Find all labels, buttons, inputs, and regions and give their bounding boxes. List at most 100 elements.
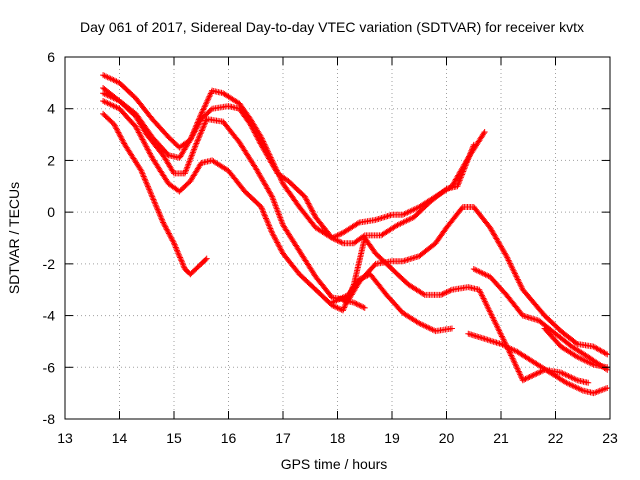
data-point-marks [470,204,493,230]
y-tick-label: 0 [47,204,55,220]
data-point-marks [487,273,509,297]
data-point-marks [416,241,438,260]
data-point-marks [558,328,579,346]
data-series [100,72,611,397]
data-point-marks [487,224,509,258]
data-point-marks [100,110,116,127]
data-point-marks [116,105,138,129]
data-point-marks [503,291,525,318]
x-tick-label: 22 [548,430,564,446]
data-point-marks [361,235,378,256]
data-point-end [361,304,368,311]
data-point-marks [574,341,595,350]
x-tick-label: 21 [493,430,509,446]
x-tick-label: 18 [330,430,346,446]
data-point-marks [568,343,590,360]
data-point-marks [220,90,241,106]
data-point-marks [203,116,225,125]
data-point-marks [443,205,465,231]
y-axis-label: SDTVAR / TECUs [6,182,22,294]
data-point-marks [100,98,121,111]
series-track-7 [340,297,368,311]
data-point-marks [329,235,345,246]
x-tick-label: 13 [57,430,73,446]
data-point-marks [421,291,443,298]
data-point-marks [149,154,171,186]
data-point-marks [116,79,138,101]
data-point-marks [296,271,318,292]
data-point-marks [350,299,367,311]
data-point-marks [160,219,177,245]
data-point-marks [225,167,247,194]
series-track-8 [470,266,611,373]
data-point-marks [100,85,122,103]
data-point-marks [138,167,155,199]
data-point-marks [367,271,389,297]
data-point-marks [345,277,362,298]
data-point-marks [503,253,526,292]
data-point-end [585,379,592,386]
data-point-marks [389,266,411,287]
data-point-marks [519,312,541,324]
data-point-marks [187,262,203,278]
series-track-2 [100,90,477,247]
data-point-end [481,128,488,135]
data-point-marks [121,141,144,173]
data-point-marks [280,180,302,209]
data-point-marks [187,161,204,185]
data-point-marks [438,287,454,298]
data-point-marks [454,143,477,190]
data-point-marks [508,353,526,382]
data-point-marks [236,139,258,170]
data-point-marks [296,204,318,230]
data-point-marks [399,204,421,218]
y-tick-label: -2 [43,256,56,272]
x-tick-label: 17 [275,430,291,446]
data-point-marks [241,188,263,209]
data-point-marks [356,217,377,226]
data-point-marks [399,310,421,326]
data-point-marks [519,286,547,318]
data-point-marks [410,199,432,221]
data-point-marks [192,117,210,148]
data-point-marks [476,286,498,325]
data-point-marks [547,369,568,385]
x-tick-label: 23 [602,430,618,446]
data-point-marks [312,214,334,240]
data-point-marks [280,222,302,253]
data-point-marks [405,281,427,297]
series-track-3 [100,85,611,358]
data-point-marks [247,121,264,147]
data-point-marks [269,193,286,227]
data-point-marks [432,325,454,335]
data-point-marks [149,134,171,158]
data-point-marks [176,138,193,161]
data-point-marks [399,253,421,265]
data-point-marks [541,312,563,333]
data-point-marks [247,116,264,139]
y-tick-label: 4 [47,101,55,117]
series-track-9 [465,330,611,397]
data-point-marks [350,233,367,247]
data-point-marks [498,341,519,355]
data-point-marks [280,250,302,276]
data-point-marks [198,106,214,123]
data-point-end [448,325,455,332]
x-tick-label: 15 [166,430,182,446]
data-point-marks [378,222,400,239]
data-point-marks [149,116,171,139]
data-point-marks [143,131,166,157]
data-point-marks [312,273,334,300]
x-tick-label: 19 [384,430,400,446]
data-point-marks [111,121,128,147]
data-point-marks [536,317,558,336]
data-point-marks [301,193,318,219]
data-point-marks [187,117,204,143]
data-point-marks [514,348,536,365]
y-tick-label: 2 [47,152,55,168]
x-tick-label: 16 [221,430,237,446]
data-point-marks [470,266,492,280]
data-point-marks [258,141,280,175]
data-point-marks [269,229,286,256]
